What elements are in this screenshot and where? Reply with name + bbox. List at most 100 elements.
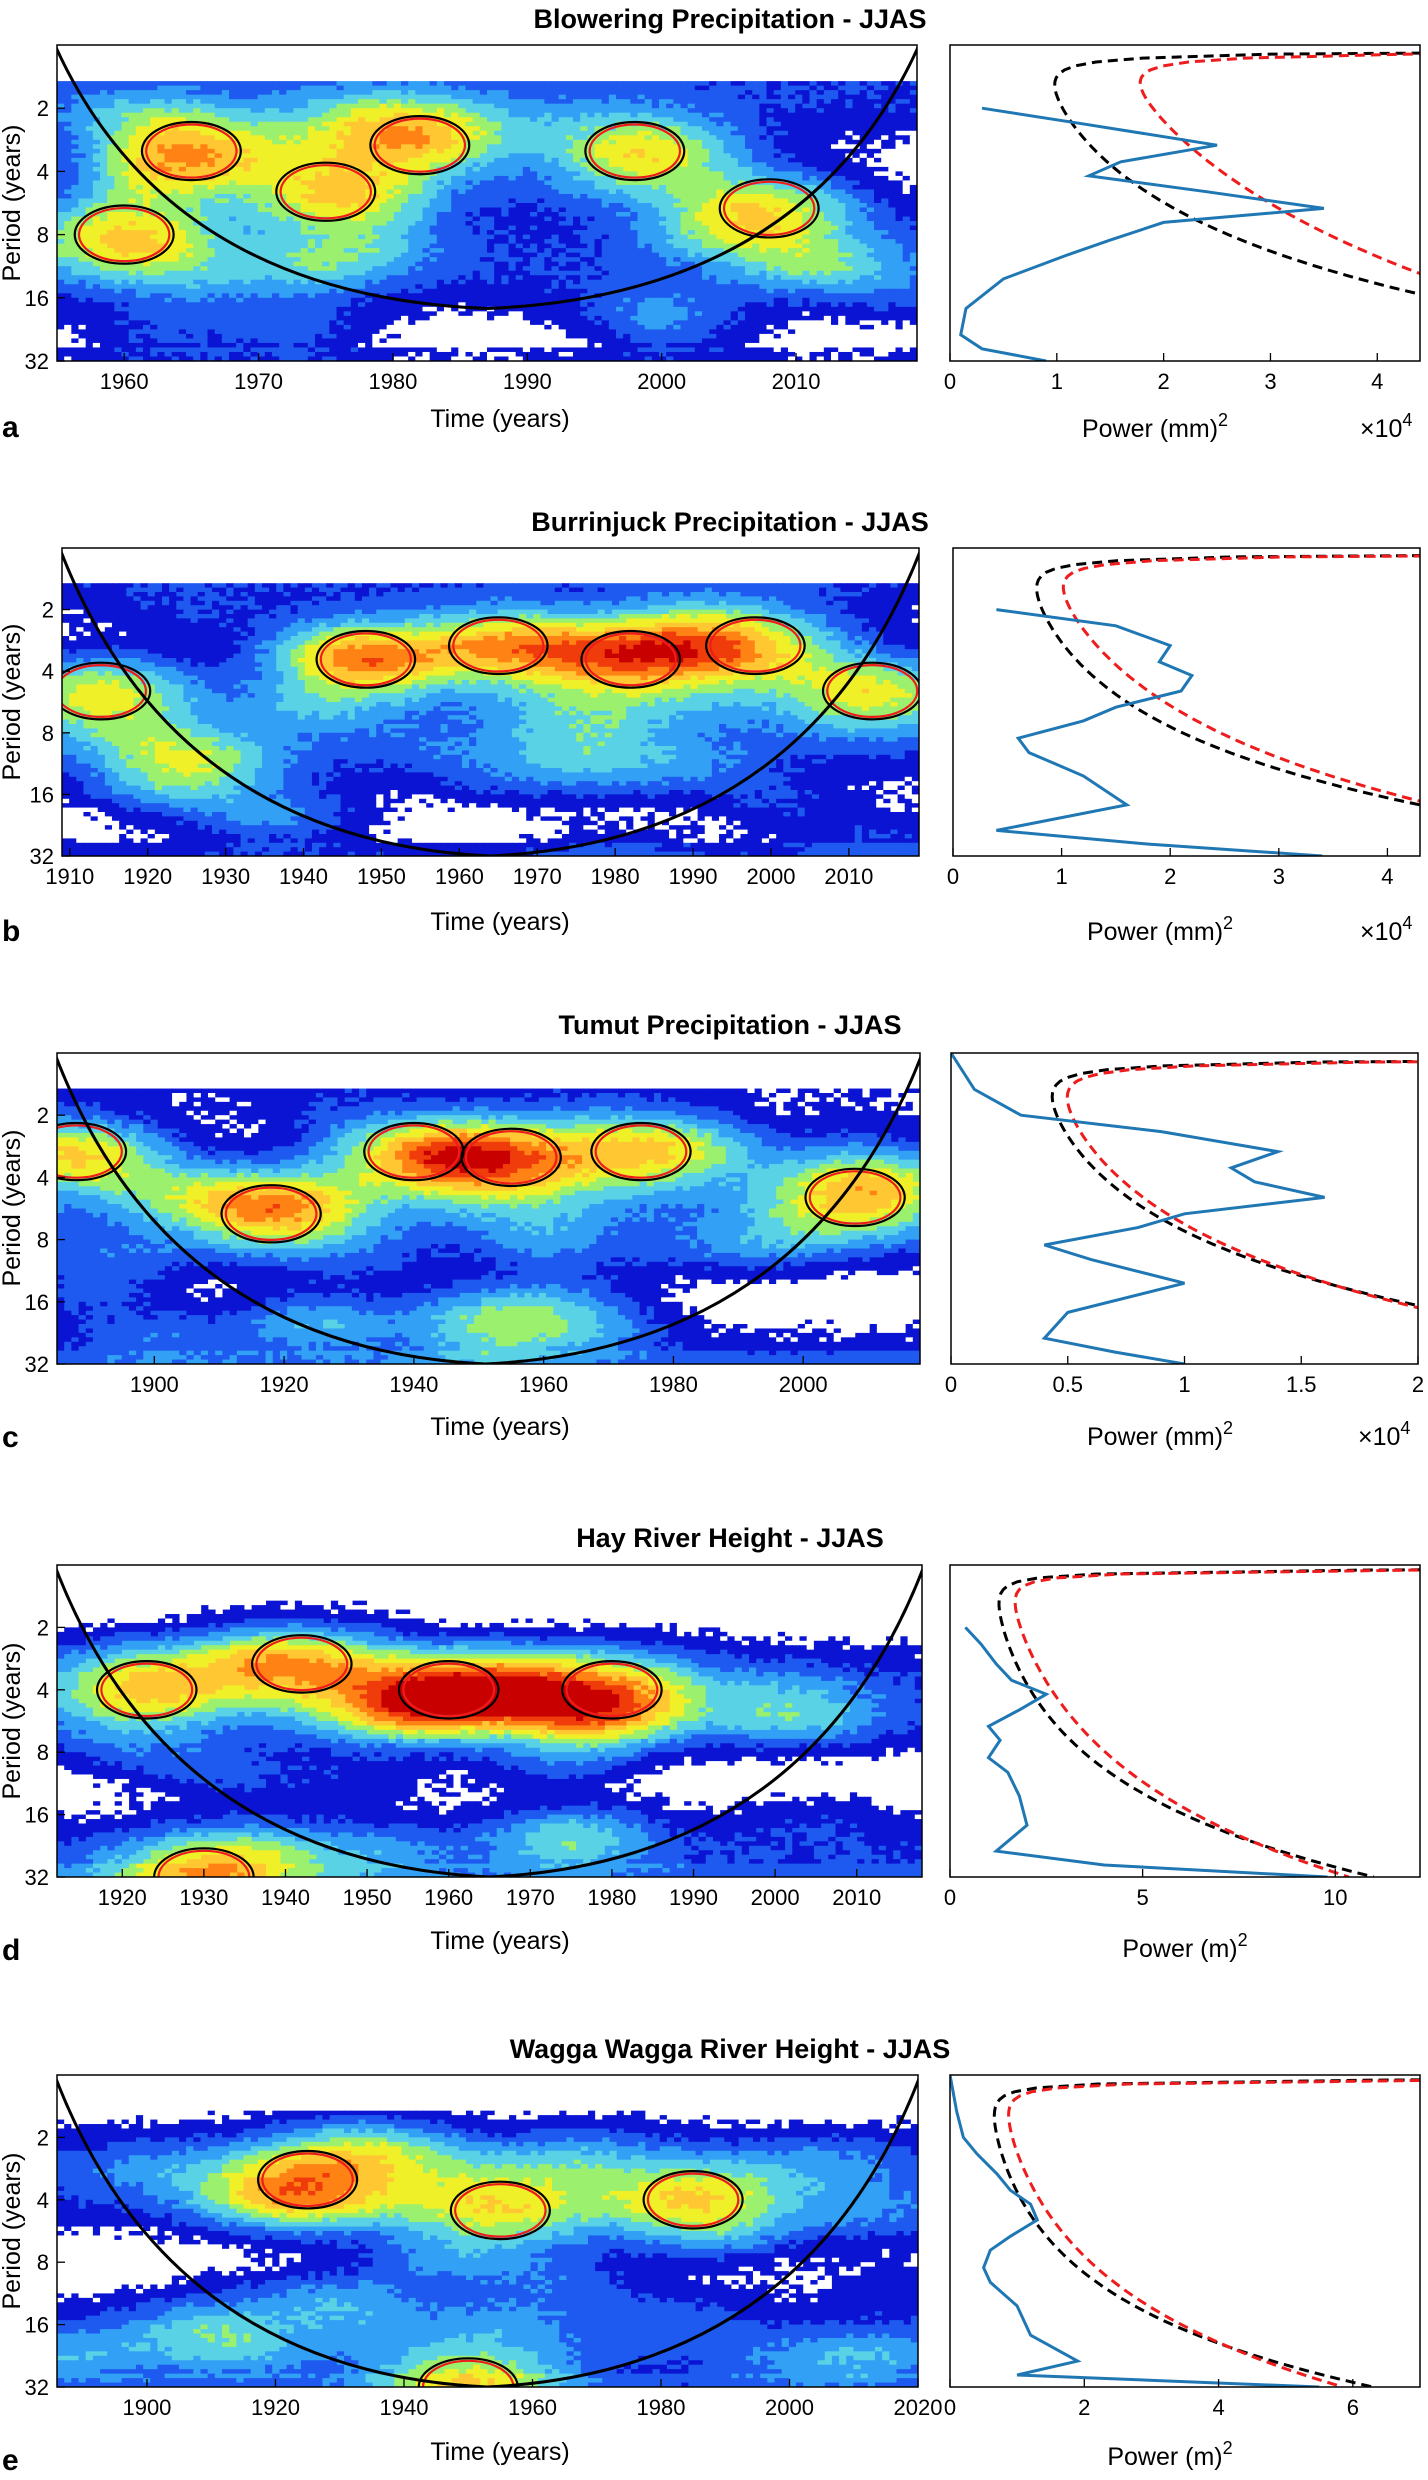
wavelet-cell — [737, 148, 746, 154]
wavelet-cell — [551, 135, 560, 141]
wavelet-cell — [358, 216, 366, 222]
wavelet-cell — [379, 189, 388, 195]
wavelet-cell — [838, 54, 846, 60]
wavelet-cell — [895, 67, 904, 73]
wavelet-cell — [494, 162, 502, 168]
wavelet-cell — [737, 203, 746, 209]
wavelet-cell — [551, 175, 560, 182]
wavelet-cell — [522, 203, 531, 209]
wavelet-cell — [300, 45, 309, 51]
wavelet-cell — [229, 198, 237, 204]
wavelet-cell — [150, 81, 158, 87]
wavelet-cell — [673, 117, 682, 123]
wavelet-cell — [888, 45, 897, 51]
wavelet-cell — [909, 58, 917, 64]
wavelet-cell — [236, 130, 244, 136]
wavelet-cell — [623, 171, 631, 177]
wavelet-cell — [193, 193, 201, 200]
wavelet-cell — [100, 67, 108, 73]
wavelet-cell — [422, 108, 431, 114]
wavelet-cell — [429, 212, 438, 218]
wavelet-cell — [458, 72, 467, 78]
wavelet-cell — [143, 49, 151, 55]
wavelet-cell — [623, 85, 631, 91]
wavelet-cell — [537, 157, 545, 163]
wavelet-cell — [193, 126, 201, 132]
wavelet-cell — [866, 166, 875, 172]
wavelet-cell — [150, 49, 158, 55]
wavelet-cell — [243, 148, 252, 154]
wavelet-cell — [795, 99, 803, 105]
wavelet-cell — [780, 184, 789, 191]
wavelet-cell — [601, 162, 610, 168]
wavelet-cell — [909, 207, 917, 213]
wavelet-cell — [608, 130, 617, 136]
wavelet-cell — [859, 108, 868, 114]
wavelet-cell — [200, 72, 209, 78]
wavelet-cell — [515, 184, 524, 191]
wavelet-cell — [673, 153, 682, 159]
wavelet-cell — [852, 58, 861, 64]
wavelet-cell — [716, 67, 725, 73]
wavelet-cell — [881, 117, 889, 123]
wavelet-cell — [286, 58, 295, 64]
wavelet-cell — [57, 166, 65, 172]
wavelet-cell — [673, 94, 682, 100]
wavelet-cell — [573, 216, 581, 222]
wavelet-cell — [687, 58, 696, 64]
wavelet-cell — [537, 130, 545, 136]
wavelet-cell — [508, 225, 517, 231]
wavelet-cell — [458, 184, 467, 191]
wavelet-cell — [687, 212, 696, 218]
wavelet-cell — [143, 76, 151, 82]
wavelet-cell — [78, 103, 87, 109]
wavelet-cell — [92, 126, 101, 132]
wavelet-cell — [114, 63, 123, 69]
wavelet-cell — [100, 108, 108, 114]
wavelet-cell — [866, 76, 875, 82]
wavelet-cell — [257, 216, 266, 222]
wavelet-cell — [659, 130, 667, 136]
wavelet-cell — [92, 157, 101, 163]
wavelet-cell — [845, 45, 854, 51]
wavelet-cell — [580, 63, 588, 69]
wavelet-cell — [272, 171, 280, 177]
wavelet-cell — [802, 139, 811, 145]
wavelet-cell — [243, 58, 252, 64]
wavelet-cell — [429, 148, 438, 154]
wavelet-cell — [888, 139, 897, 145]
wavelet-cell — [594, 117, 603, 123]
wavelet-cell — [888, 58, 897, 64]
wavelet-cell — [401, 189, 409, 195]
wavelet-cell — [279, 144, 287, 150]
wavelet-cell — [444, 76, 452, 82]
wavelet-cell — [143, 198, 151, 204]
wavelet-cell — [709, 121, 717, 127]
wavelet-cell — [243, 225, 252, 231]
wavelet-cell — [479, 76, 488, 82]
wavelet-cell — [236, 72, 244, 78]
wavelet-cell — [293, 85, 302, 91]
wavelet-cell — [515, 198, 524, 204]
wavelet-cell — [558, 216, 567, 222]
wavelet-cell — [494, 54, 502, 60]
wavelet-cell — [795, 221, 803, 227]
wavelet-cell — [171, 180, 180, 186]
wavelet-cell — [687, 184, 696, 191]
wavelet-cell — [85, 90, 94, 96]
wavelet-cell — [888, 103, 897, 109]
wavelet-cell — [666, 144, 674, 150]
wavelet-cell — [909, 193, 917, 200]
wavelet-cell — [909, 103, 917, 109]
wavelet-cell — [207, 45, 216, 51]
wavelet-cell — [365, 58, 373, 64]
wavelet-cell — [680, 103, 689, 109]
wavelet-cell — [64, 81, 72, 87]
wavelet-cell — [874, 175, 882, 182]
wavelet-cell — [379, 94, 388, 100]
wavelet-cell — [852, 85, 861, 91]
wavelet-cell — [594, 193, 603, 200]
wavelet-cell — [594, 207, 603, 213]
wavelet-cell — [573, 189, 581, 195]
wavelet-cell — [171, 193, 180, 200]
